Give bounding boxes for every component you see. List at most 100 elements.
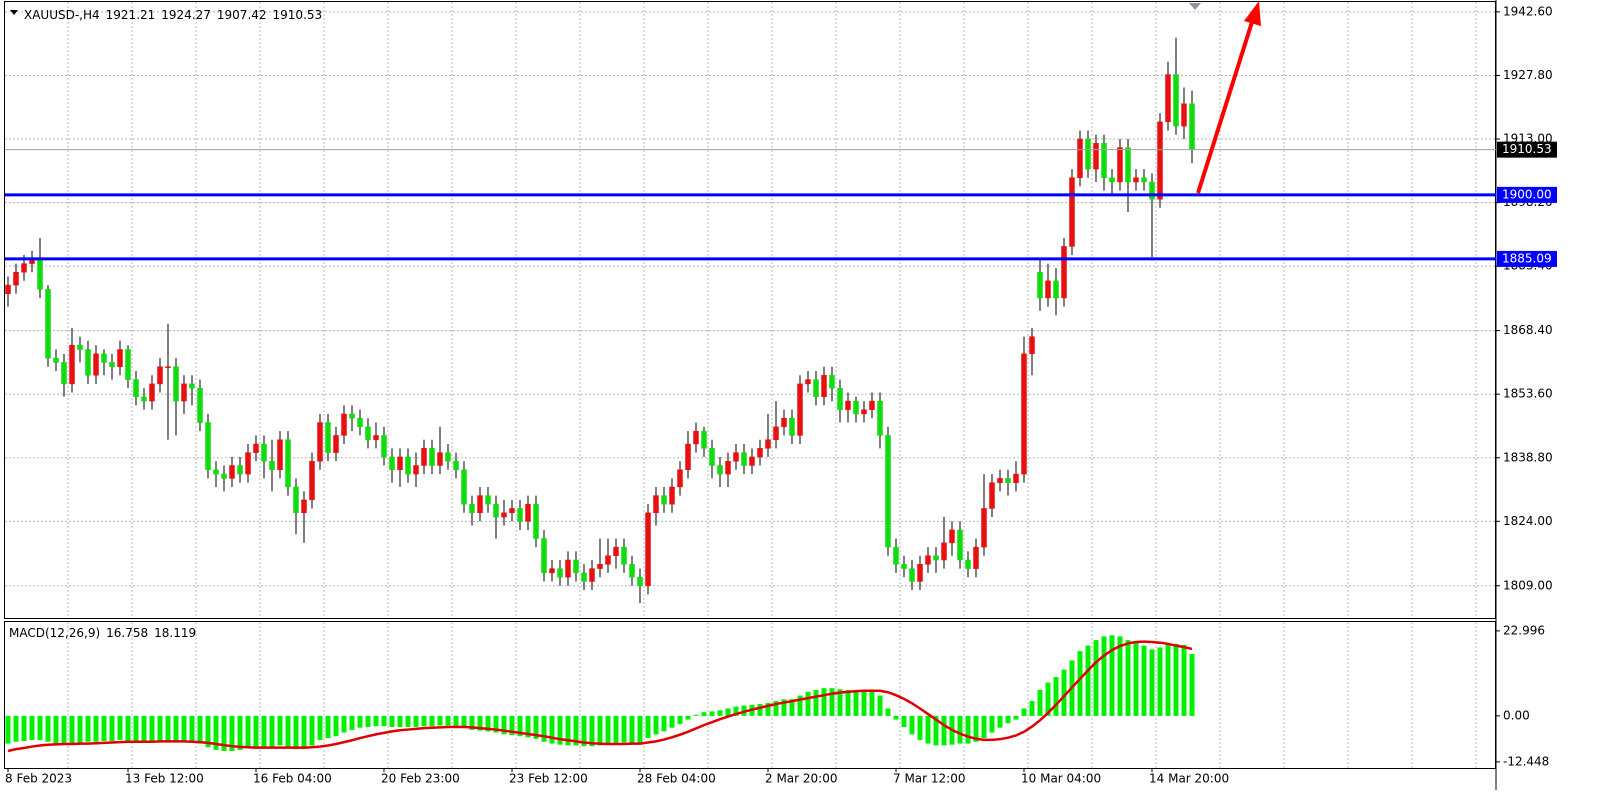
candle-body: [293, 486, 299, 514]
candle-body: [237, 465, 243, 475]
candle-body: [1181, 103, 1187, 127]
y-tick-label: -12.448: [1503, 754, 1549, 768]
macd-bar: [1045, 682, 1051, 716]
candle-body: [93, 353, 99, 376]
macd-bar: [621, 715, 627, 743]
candle-body: [757, 448, 763, 458]
macd-bar: [309, 715, 315, 746]
candle-body: [405, 456, 411, 475]
x-tick-label: 13 Feb 12:00: [125, 772, 204, 786]
macd-bar: [1077, 651, 1083, 716]
macd-bar: [293, 715, 299, 750]
macd-bar: [845, 690, 851, 716]
candle-body: [1157, 121, 1163, 200]
y-tick-label: 1868.40: [1503, 323, 1553, 337]
macd-bar: [725, 708, 731, 716]
candle-body: [301, 499, 307, 514]
signal-value: 18.119: [154, 626, 196, 640]
macd-bar: [85, 715, 91, 742]
macd-bar: [757, 704, 763, 716]
macd-bar: [61, 715, 67, 745]
candle-body: [421, 448, 427, 466]
macd-bar: [565, 715, 571, 746]
candle-body: [837, 387, 843, 410]
arrow-head: [1244, 1, 1261, 26]
macd-bar: [1117, 636, 1123, 716]
candle-body: [669, 486, 675, 505]
candle-body: [69, 344, 75, 385]
macd-bar: [453, 715, 459, 727]
candle-body: [661, 495, 667, 505]
macd-bar: [469, 715, 475, 730]
macd-bar: [1037, 690, 1043, 716]
macd-bar: [941, 715, 947, 746]
macd-bar: [1141, 645, 1147, 716]
macd-bar: [645, 715, 651, 739]
macd-bar: [1093, 640, 1099, 716]
candle-body: [373, 435, 379, 440]
macd-bar: [781, 699, 787, 716]
candle-body: [509, 508, 515, 514]
candle-body: [709, 448, 715, 466]
close-value: 1910.53: [273, 8, 323, 22]
candle-body: [925, 555, 931, 565]
candle-body: [549, 568, 555, 574]
macd-bar: [213, 715, 219, 750]
macd-bar: [341, 715, 347, 733]
macd-bar: [221, 715, 227, 751]
macd-bar: [365, 715, 371, 727]
macd-bar: [669, 715, 675, 728]
candle-body: [821, 375, 827, 398]
candle-body: [933, 555, 939, 561]
candle-body: [117, 349, 123, 367]
macd-bar: [389, 715, 395, 727]
macd-bar: [693, 714, 699, 716]
y-tick-label: 1824.00: [1503, 514, 1553, 528]
candle-body: [973, 546, 979, 569]
candle-body: [829, 375, 835, 389]
candle-body: [901, 564, 907, 569]
candle-body: [277, 439, 283, 471]
macd-bar: [13, 715, 19, 742]
candle-body: [45, 289, 51, 359]
macd-bar: [109, 715, 115, 742]
macd-bar: [821, 688, 827, 716]
macd-bar: [925, 715, 931, 744]
macd-bar: [277, 715, 283, 746]
candle-body: [853, 400, 859, 415]
macd-bar: [1005, 715, 1011, 724]
candle-body: [389, 456, 395, 471]
macd-bar: [733, 706, 739, 716]
candle-body: [677, 469, 683, 488]
candle-body: [445, 452, 451, 462]
candle-body: [949, 529, 955, 544]
macd-bar: [797, 695, 803, 716]
candle-body: [1173, 74, 1179, 127]
candle-body: [997, 478, 1003, 483]
candle-body: [197, 387, 203, 423]
macd-bar: [141, 715, 147, 743]
candle-body: [1021, 353, 1027, 475]
candle-body: [333, 435, 339, 453]
macd-bar: [1021, 708, 1027, 716]
level-label-box: [1497, 186, 1557, 203]
y-tick-label: 1853.60: [1503, 387, 1553, 401]
candle-body: [885, 435, 891, 548]
candle-body: [157, 366, 163, 385]
macd-bar: [317, 715, 323, 740]
macd-bar: [853, 690, 859, 716]
macd-bar: [421, 715, 427, 727]
macd-bar: [325, 715, 331, 739]
y-tick-label: 1809.00: [1503, 578, 1553, 592]
candle-body: [1069, 177, 1075, 247]
candle-body: [1093, 143, 1099, 170]
candle-body: [141, 396, 147, 402]
macd-bar: [1189, 653, 1195, 716]
macd-bar: [989, 715, 995, 733]
price-label-box: [1497, 141, 1557, 158]
candle-body: [693, 430, 699, 445]
macd-bar: [789, 699, 795, 716]
candle-body: [1141, 177, 1147, 183]
candle-body: [189, 383, 195, 389]
candle-body: [589, 568, 595, 582]
